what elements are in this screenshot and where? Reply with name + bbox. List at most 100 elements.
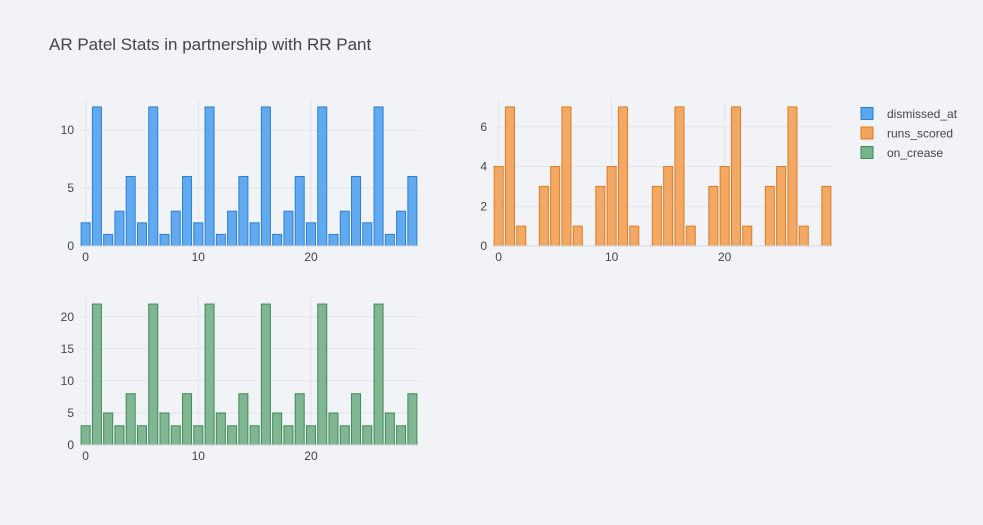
bar-on_crease (103, 412, 114, 446)
bar-dismissed_at (362, 222, 373, 247)
y-tick-label: 5 (67, 406, 74, 420)
bar-dismissed_at (317, 106, 328, 247)
bar-on_crease (80, 425, 91, 446)
bar-runs_scored (561, 106, 572, 247)
y-tick-label: 6 (480, 120, 487, 134)
bar-dismissed_at (260, 106, 271, 247)
bar-on_crease (362, 425, 373, 446)
bar-runs_scored (606, 166, 617, 247)
bar-on_crease (114, 425, 125, 446)
bar-dismissed_at (204, 106, 215, 247)
legend-swatch (860, 107, 874, 120)
bar-dismissed_at (351, 175, 362, 247)
y-tick-label: 20 (61, 310, 75, 324)
x-tick-label: 0 (82, 250, 89, 264)
bar-on_crease (384, 412, 395, 446)
x-tick-label: 10 (605, 250, 619, 264)
bar-runs_scored (742, 225, 753, 247)
subplot-grid: 0 5 10 0 10 20 0 2 4 6 0 10 20 0 5 10 15 20 0 10 20 (61, 100, 832, 463)
bar-dismissed_at (170, 210, 181, 247)
bar-dismissed_at (148, 106, 159, 247)
bar-dismissed_at (91, 106, 102, 247)
bar-runs_scored (674, 106, 685, 247)
bar-dismissed_at (384, 233, 395, 247)
bar-dismissed_at (125, 175, 136, 247)
bar-dismissed_at (339, 210, 350, 247)
bar-on_crease (170, 425, 181, 446)
bar-dismissed_at (294, 175, 305, 247)
bar-on_crease (272, 412, 283, 446)
x-tick-label: 20 (304, 449, 318, 463)
bar-runs_scored (516, 225, 527, 247)
legend-item-runs_scored[interactable]: runs_scored (860, 126, 953, 141)
bar-on_crease (148, 303, 159, 446)
bar-runs_scored (629, 225, 640, 247)
bar-runs_scored (550, 166, 561, 247)
bar-dismissed_at (305, 222, 316, 247)
bar-dismissed_at (215, 233, 226, 247)
bar-runs_scored (685, 225, 696, 247)
subplot-runs_scored: 0 2 4 6 0 10 20 (480, 100, 832, 264)
bar-on_crease (328, 412, 339, 446)
bar-on_crease (317, 303, 328, 446)
y-tick-label: 5 (67, 181, 74, 195)
bar-on_crease (182, 393, 193, 446)
bar-runs_scored (821, 185, 832, 247)
bar-runs_scored (764, 185, 775, 247)
bar-dismissed_at (80, 222, 91, 247)
y-tick-label: 0 (67, 239, 74, 253)
bar-on_crease (351, 393, 362, 446)
bar-dismissed_at (136, 222, 147, 247)
bar-on_crease (407, 393, 418, 446)
legend-swatch (860, 126, 874, 140)
bar-on_crease (283, 425, 294, 446)
bar-runs_scored (617, 106, 628, 247)
legend-label: runs_scored (887, 127, 953, 141)
bar-dismissed_at (328, 233, 339, 247)
bar-runs_scored (730, 106, 741, 247)
bar-dismissed_at (227, 210, 238, 247)
bar-dismissed_at (193, 222, 204, 247)
bar-on_crease (125, 393, 136, 446)
legend-label: on_crease (887, 146, 943, 160)
bar-runs_scored (708, 185, 719, 247)
legend-item-dismissed_at[interactable]: dismissed_at (860, 107, 958, 121)
y-tick-label: 10 (61, 374, 75, 388)
subplot-dismissed_at: 0 5 10 0 10 20 (61, 100, 418, 264)
bar-on_crease (305, 425, 316, 446)
bar-on_crease (227, 425, 238, 446)
bar-runs_scored (798, 225, 809, 247)
bar-runs_scored (595, 185, 606, 247)
y-tick-label: 0 (67, 438, 74, 452)
bar-on_crease (136, 425, 147, 446)
chart-title: AR Patel Stats in partnership with RR Pa… (49, 35, 371, 54)
y-tick-label: 2 (480, 199, 487, 213)
x-tick-label: 10 (192, 449, 206, 463)
bar-runs_scored (651, 185, 662, 247)
x-tick-label: 20 (718, 250, 732, 264)
bar-runs_scored (572, 225, 583, 247)
bar-runs_scored (663, 166, 674, 247)
bar-runs_scored (493, 166, 504, 247)
bar-on_crease (204, 303, 215, 446)
bar-runs_scored (538, 185, 549, 247)
bar-dismissed_at (114, 210, 125, 247)
legend-label: dismissed_at (887, 107, 958, 121)
bar-on_crease (396, 425, 407, 446)
bar-dismissed_at (373, 106, 384, 247)
bar-on_crease (193, 425, 204, 446)
bar-runs_scored (787, 106, 798, 247)
x-tick-label: 0 (82, 449, 89, 463)
bar-runs_scored (504, 106, 515, 247)
x-tick-label: 10 (192, 250, 206, 264)
bar-on_crease (339, 425, 350, 446)
bar-runs_scored (719, 166, 730, 247)
bar-dismissed_at (159, 233, 170, 247)
x-tick-label: 20 (304, 250, 318, 264)
bar-on_crease (215, 412, 226, 446)
legend-item-on_crease[interactable]: on_crease (860, 146, 943, 160)
bar-dismissed_at (238, 175, 249, 247)
x-tick-label: 0 (495, 250, 502, 264)
bar-on_crease (91, 303, 102, 446)
